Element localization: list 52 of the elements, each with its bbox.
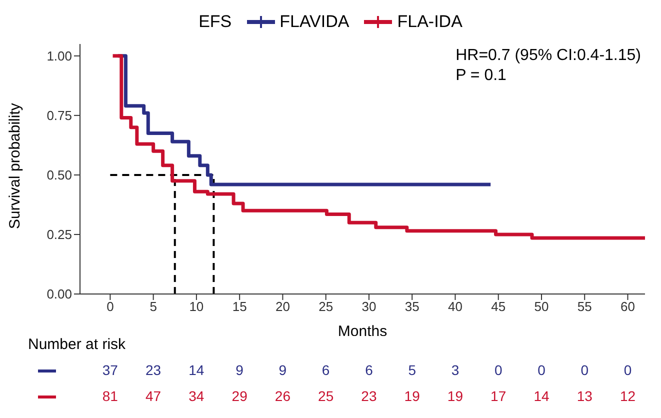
x-axis-title: Months — [338, 323, 388, 340]
text: 19 — [446, 388, 464, 404]
text: 5 — [407, 362, 417, 378]
x-tick-label: 60 — [620, 299, 635, 314]
text: 25 — [317, 388, 335, 404]
text: 9 — [234, 362, 244, 378]
text: 0 — [536, 362, 546, 378]
text: 0 — [580, 362, 590, 378]
text: 6 — [320, 362, 331, 378]
text: 47 — [144, 388, 162, 404]
legend-title: EFS — [198, 12, 232, 32]
y-tick-label: 1.00 — [46, 48, 72, 64]
legend-label: FLA-IDA — [396, 12, 462, 32]
x-tick-label: 20 — [275, 299, 290, 314]
y-tick-label: 0.00 — [46, 286, 72, 302]
text: 9 — [278, 362, 288, 378]
x-tick-label: 55 — [577, 299, 592, 314]
y-tick-label: 0.75 — [46, 108, 72, 124]
text: 6 — [364, 362, 374, 378]
text: 29 — [230, 388, 248, 404]
x-tick-label: 45 — [491, 299, 506, 314]
text: 26 — [274, 388, 292, 404]
y-axis-title: Survival probability — [6, 102, 24, 229]
x-tick-label: 25 — [318, 299, 334, 314]
text: 81 — [101, 388, 119, 404]
text: 0 — [493, 362, 504, 378]
text: 3 — [450, 362, 460, 378]
text: 14 — [532, 388, 550, 404]
text: 23 — [144, 362, 162, 378]
x-tick-label: 30 — [362, 299, 376, 314]
x-tick-label: 5 — [150, 299, 157, 314]
x-tick-label: 40 — [448, 299, 462, 314]
text: 23 — [360, 388, 378, 404]
x-tick-label: 35 — [404, 299, 420, 314]
x-tick-label: 15 — [232, 299, 247, 314]
text: 14 — [188, 362, 206, 378]
x-tick-label: 10 — [189, 299, 204, 314]
annotation: P = 0.1 — [456, 66, 508, 86]
text: 12 — [618, 388, 637, 404]
x-tick-label: 50 — [534, 299, 549, 314]
y-tick-label: 0.50 — [46, 168, 72, 183]
annotation: HR=0.7 (95% CI:0.4-1.15) — [456, 46, 641, 66]
text: 34 — [188, 388, 206, 404]
y-tick-label: 0.25 — [46, 227, 72, 242]
x-tick-label: 0 — [106, 299, 114, 314]
text: 19 — [403, 388, 421, 404]
text: 0 — [622, 362, 633, 378]
legend-label: FLAVIDA — [278, 12, 350, 32]
text: 17 — [490, 388, 508, 404]
text: Number at risk — [28, 336, 126, 353]
text: 37 — [101, 362, 119, 378]
text: 13 — [576, 388, 594, 404]
